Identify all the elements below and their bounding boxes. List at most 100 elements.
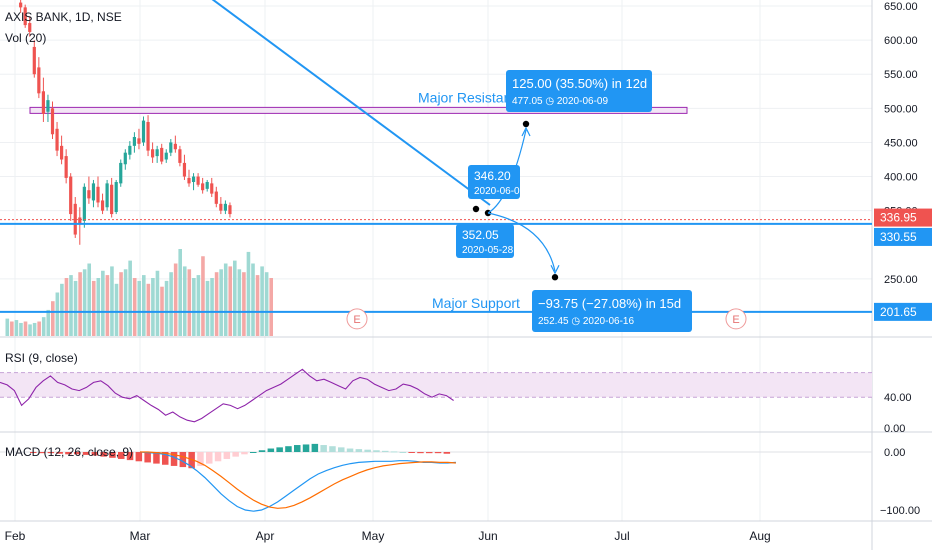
candle-body [146,121,150,151]
volume-bar [142,275,146,336]
candle-body [110,184,114,215]
macd-histogram-bar [426,452,433,454]
macd-histogram-bar [338,447,345,452]
volume-bar [132,278,137,336]
volume-bar [119,272,123,336]
macd-histogram-bar [382,450,389,452]
rsi-pane: 40.00 0.00 [0,368,912,435]
point-a-label-line-1: 2020-05-28 [462,245,514,256]
projection-down-label-box [532,290,692,332]
trendline-layer [211,0,491,206]
volume-bar [251,263,255,336]
volume-bar [41,317,46,336]
volume-bar [196,275,201,336]
candle-body [78,217,82,225]
candle-body [201,183,205,191]
rsi-tick-label: 0.00 [884,423,905,435]
macd-histogram-bar [355,449,363,452]
volume-bar [105,275,110,336]
volume-bar [182,266,187,336]
macd-histogram-bar [153,452,160,464]
volume-bar [14,320,19,336]
projection-up-label-line-0: 125.00 (35.50%) in 12d [512,76,647,91]
major-support-label: Major Support [432,295,520,311]
volume-bar [19,322,23,336]
candle-body [69,176,73,215]
macd-histogram-bar [74,452,81,455]
candle-body [191,176,196,183]
volume-bar [242,272,246,336]
macd-histogram-bar [258,450,266,452]
candle-body [141,120,146,143]
price-tick-label: 650.00 [884,1,918,13]
macd-histogram-bar [144,452,151,463]
volume-bar [96,278,101,336]
candle-body [23,7,27,26]
price-tick-label: 400.00 [884,172,918,184]
macd-histogram-bar [346,448,354,452]
macd-histogram-bar [38,452,46,454]
volume-bar [110,266,114,336]
symbol-title: AXIS BANK, 1D, NSE [5,10,122,24]
point-b-label-line-1: 2020-06-01 [474,186,526,197]
macd-histogram-bar [47,452,55,454]
point-a-dot [472,205,480,213]
candle-body [214,191,218,204]
volume-bar [73,280,78,336]
macd-histogram-bar [100,452,107,457]
earnings-marker-label: E [353,314,360,326]
price-tick-label: 450.00 [884,137,918,149]
macd-histogram-bar [30,452,37,453]
projection-down-arrow [550,264,560,275]
macd-histogram-bar [329,446,336,452]
volume-bar [32,322,37,336]
macd-histogram-bar [135,452,143,462]
volume-bar [210,278,214,336]
macd-histogram-bar [267,448,275,452]
volume-bar [233,260,237,336]
volume-bar [114,283,119,336]
candle-body [160,147,164,162]
macd-pane: 0.00 −100.00 [0,443,920,517]
major-support-price-tag-bg [874,302,932,321]
candle-body [173,143,177,150]
candle-body [32,46,36,75]
time-tick-label: Mar [130,529,151,543]
volume-bar [164,280,169,336]
macd-histogram-bar [118,452,125,459]
candle-body [151,149,155,158]
earnings-marker-label: E [732,314,739,326]
volume-bar [101,270,105,336]
support-price-tag-bg [874,227,932,246]
volume-bar [146,283,151,336]
volume-indicator-label: Vol (20) [5,31,46,45]
volume-bar [205,280,210,336]
macd-histogram-bar [417,452,424,454]
last-price-tag-bg [874,208,932,227]
candles [19,0,232,245]
volume-bar [69,275,73,336]
candle-body [28,23,32,32]
candle-body [196,176,200,185]
volume-bar [128,260,132,336]
candle-body [205,182,209,189]
projection-down-label-line-0: −93.75 (−27.08%) in 15d [538,296,681,311]
macd-histogram-bar [179,452,187,468]
volume-bar [169,272,173,336]
volume-bar [46,309,51,336]
point-b-label-box [468,165,520,199]
volume-bar [173,263,178,336]
projection-up-label-box [506,70,652,112]
candle-body [223,203,227,211]
macd-tick-label: −100.00 [880,505,920,517]
volume-bar [123,269,128,336]
target-up-dot [522,120,530,128]
point-b-label-line-0: 346.20 [474,169,511,183]
major-support-price-tag: 201.65 [880,305,917,319]
time-tick-label: Feb [5,529,26,543]
volume-bar [214,272,219,336]
candle-body [50,108,55,135]
candle-body [137,138,141,144]
candle-body [82,186,86,221]
volume-bar [60,283,64,336]
